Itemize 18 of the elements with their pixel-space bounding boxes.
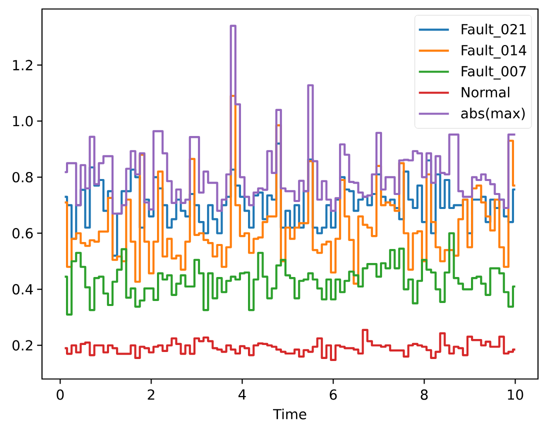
x-tick-label: 10 [508, 389, 524, 400]
legend-label: abs(max) [461, 108, 525, 120]
y-tick-label: 0.4 [12, 284, 33, 295]
legend-label: Fault_014 [462, 44, 526, 58]
y-tick-label: 1.0 [13, 116, 33, 126]
x-axis-title: Time [273, 408, 306, 420]
legend-label: Fault_007 [462, 66, 526, 80]
x-tick-label: 8 [420, 389, 428, 400]
x-tick-label: 0 [56, 389, 64, 400]
legend-label: Normal [462, 86, 510, 98]
legend-label: Fault_021 [462, 24, 526, 38]
x-tick-label: 2 [148, 389, 154, 400]
y-tick-label: 0.2 [12, 340, 32, 351]
y-tick-label: 0.6 [12, 228, 33, 238]
x-tick-label: 4 [238, 389, 246, 400]
y-tick-label: 1.2 [13, 60, 32, 70]
x-tick-label: 6 [330, 389, 337, 400]
y-tick-label: 0.8 [12, 172, 33, 182]
